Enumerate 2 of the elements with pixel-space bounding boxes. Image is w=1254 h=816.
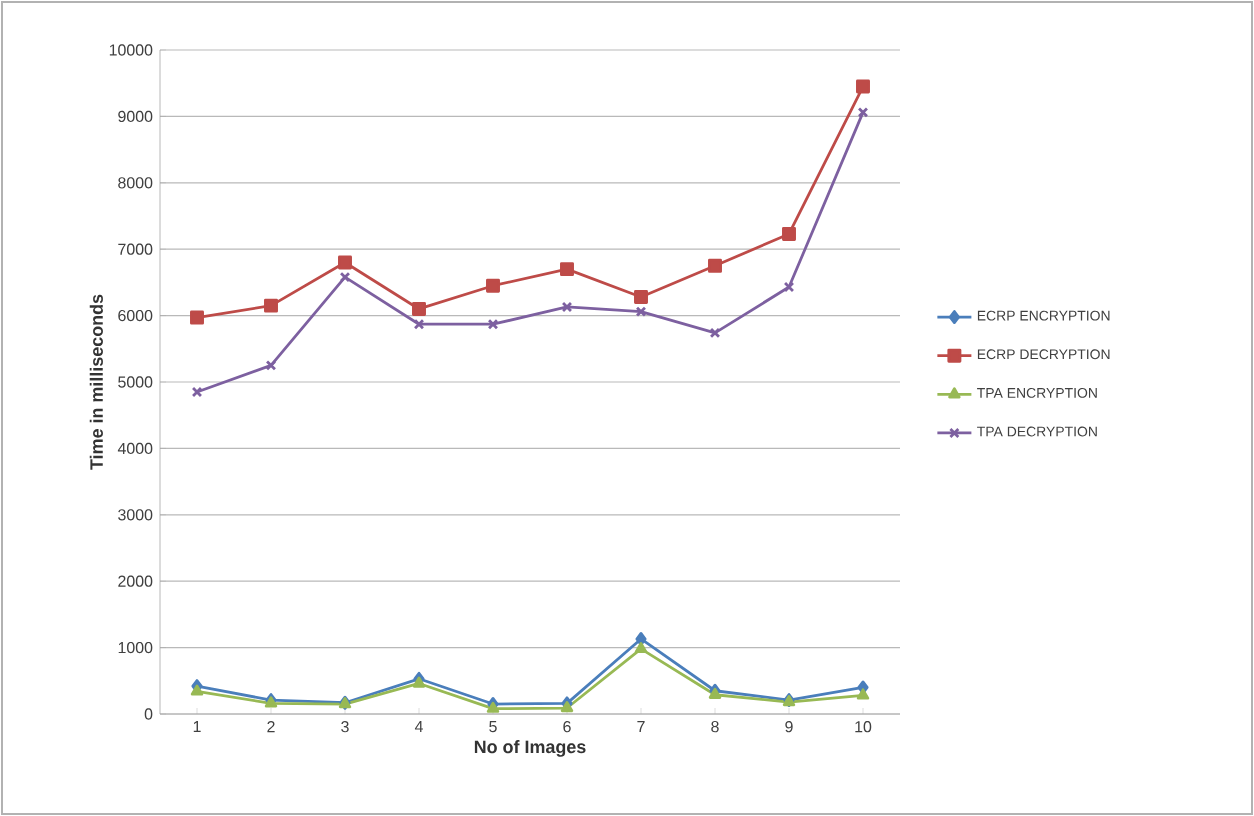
x-axis-title: No of Images <box>474 740 586 757</box>
y-axis-title: Time in milliseconds <box>89 294 103 470</box>
